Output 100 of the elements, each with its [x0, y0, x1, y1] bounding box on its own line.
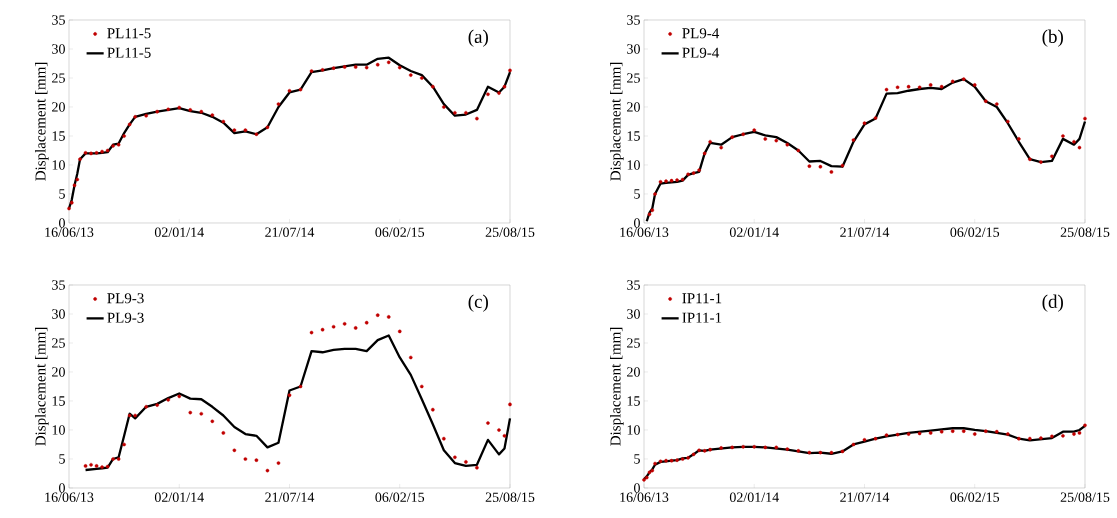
y-tick-label: 35	[52, 280, 65, 290]
point	[741, 132, 746, 137]
y-axis-title: Displacement [mm]	[610, 62, 624, 181]
y-tick-label: 25	[52, 73, 65, 83]
point	[105, 464, 110, 469]
point	[453, 455, 457, 460]
point	[375, 313, 380, 317]
point	[375, 62, 380, 67]
point	[647, 470, 652, 475]
point	[807, 450, 812, 455]
point	[105, 148, 110, 153]
point	[680, 457, 685, 461]
point	[675, 458, 679, 462]
point	[188, 410, 193, 415]
point	[691, 171, 696, 175]
y-tick-label: 25	[627, 73, 640, 83]
point	[1072, 139, 1076, 144]
point	[397, 329, 402, 334]
point	[342, 65, 347, 69]
x-tick-label: 02/01/14	[154, 492, 204, 502]
point	[873, 436, 878, 441]
point	[100, 465, 104, 469]
point	[917, 431, 922, 436]
point	[642, 478, 646, 482]
point	[840, 163, 845, 168]
x-tick-label: 06/02/15	[375, 227, 425, 237]
point	[686, 456, 690, 460]
point	[653, 192, 657, 196]
point	[741, 445, 746, 449]
point	[502, 433, 507, 438]
point	[155, 403, 160, 407]
point	[1006, 432, 1010, 436]
point	[397, 65, 402, 70]
y-tick-label: 30	[627, 44, 640, 54]
point	[680, 177, 685, 182]
point	[1077, 431, 1082, 435]
point	[69, 200, 74, 205]
point	[1050, 434, 1054, 439]
legend-label: PL9-4	[682, 47, 720, 58]
y-tick-label: 15	[52, 396, 65, 406]
point	[408, 355, 413, 360]
x-tick-label: 02/01/14	[729, 492, 779, 502]
point	[309, 69, 314, 73]
point	[995, 102, 999, 106]
point	[177, 105, 182, 110]
point	[111, 457, 115, 461]
point	[1028, 157, 1032, 161]
y-tick-label: 20	[627, 367, 640, 377]
y-tick-label: 30	[627, 309, 640, 319]
y-tick-label: 25	[627, 338, 640, 348]
point	[221, 431, 226, 435]
point	[664, 458, 668, 463]
point	[950, 429, 955, 433]
point	[669, 178, 674, 183]
point	[774, 445, 779, 450]
point	[1083, 423, 1087, 428]
y-tick-label: 30	[52, 44, 65, 54]
x-tick-label: 21/07/14	[840, 492, 890, 502]
point	[818, 164, 823, 169]
legend-label: IP11-1	[682, 312, 722, 323]
point	[972, 432, 977, 436]
point	[221, 119, 226, 124]
y-axis-title: Displacement [mm]	[35, 62, 49, 181]
point	[851, 442, 856, 447]
point	[697, 448, 701, 453]
point	[116, 142, 121, 147]
point	[364, 65, 369, 70]
point	[1017, 137, 1021, 141]
point	[67, 206, 71, 211]
point	[1072, 432, 1076, 436]
y-tick-label: 35	[627, 15, 640, 25]
y-tick-label: 10	[627, 160, 640, 170]
point	[232, 128, 237, 132]
point	[675, 178, 679, 182]
point	[763, 137, 768, 141]
point	[497, 428, 501, 432]
legend-label: PL9-3	[107, 293, 144, 304]
point	[133, 413, 137, 418]
x-tick-label: 02/01/14	[729, 227, 779, 237]
point	[502, 84, 507, 89]
point	[702, 449, 707, 453]
point	[353, 65, 358, 69]
point	[420, 384, 424, 389]
point	[83, 464, 88, 468]
y-tick-label: 0	[634, 483, 640, 493]
point	[644, 475, 649, 480]
point	[464, 460, 468, 464]
x-tick-label: 06/02/15	[950, 227, 1000, 237]
point	[122, 442, 126, 447]
point	[342, 322, 347, 326]
point	[763, 445, 768, 450]
point	[785, 142, 790, 147]
point	[72, 183, 77, 188]
point	[133, 115, 137, 119]
y-tick-label: 20	[52, 102, 65, 112]
point	[386, 60, 391, 65]
point	[100, 149, 104, 154]
point	[650, 208, 655, 213]
legend-label: PL11-5	[107, 47, 151, 58]
y-tick-label: 20	[52, 367, 65, 377]
